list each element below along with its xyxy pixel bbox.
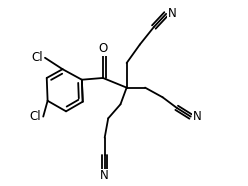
Text: N: N bbox=[100, 169, 109, 182]
Text: Cl: Cl bbox=[30, 110, 41, 123]
Text: N: N bbox=[168, 7, 177, 20]
Text: N: N bbox=[192, 110, 201, 123]
Text: O: O bbox=[98, 42, 108, 55]
Text: Cl: Cl bbox=[31, 51, 43, 64]
